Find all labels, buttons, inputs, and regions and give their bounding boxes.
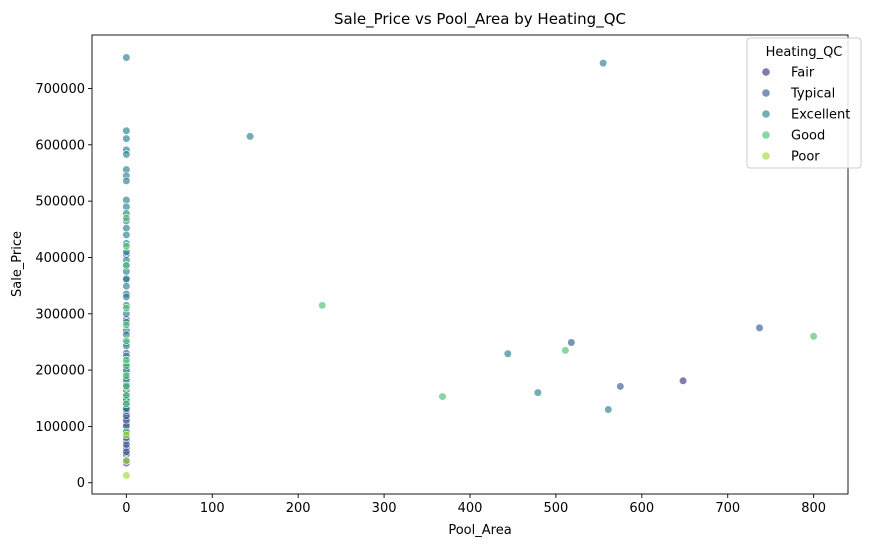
data-point-excellent [122,134,131,143]
x-tick-label: 500 [543,501,568,516]
legend-marker-excellent [762,110,770,118]
y-tick-label: 200000 [35,364,85,379]
x-tick-label: 0 [122,501,130,516]
legend-marker-good [762,131,770,139]
data-point-poor [122,471,131,480]
y-tick-label: 700000 [35,82,85,97]
data-point-poor [122,430,131,439]
legend: Heating_QC Fair Typical Excellent Good Poor [746,37,862,169]
data-point-fair [678,376,688,385]
data-point-excellent [122,150,131,159]
data-point-good [122,336,131,345]
data-point-good [122,371,131,380]
y-tick-label: 300000 [35,307,85,322]
legend-label: Typical [790,87,835,102]
data-point-excellent [533,388,542,397]
legend-marker-fair [762,68,770,76]
data-point-good [318,301,327,310]
legend-label: Poor [791,150,820,165]
legend-label: Good [791,129,825,144]
legend-box [746,37,862,169]
data-point-excellent [122,230,131,240]
data-point-good [122,261,131,270]
legend-title: Heating_QC [766,45,843,60]
data-point-poor [122,456,131,465]
data-point-typical [567,338,576,347]
data-point-excellent [245,132,255,141]
data-point-good [122,399,131,408]
x-tick-label: 600 [629,501,654,516]
data-point-excellent [604,405,613,414]
x-tick-label: 300 [372,501,397,516]
x-tick-label: 200 [286,501,311,516]
data-point-excellent [503,349,512,358]
x-tick-label: 800 [801,501,826,516]
legend-marker-poor [762,152,770,160]
y-tick-label: 500000 [35,195,85,210]
data-point-good [122,242,131,251]
data-point-excellent [122,274,131,283]
data-point-good [122,213,131,223]
data-point-excellent [122,126,131,135]
data-point-excellent [599,59,608,68]
data-point-good [561,346,570,355]
y-tick-label: 600000 [35,138,85,153]
data-point-good [122,391,131,400]
data-point-excellent [122,292,131,301]
data-point-excellent [122,53,131,62]
y-axis: 0 100000 200000 300000 400000 500000 600000 700… [35,82,92,491]
legend-label: Fair [791,66,815,81]
data-point-good [122,320,131,330]
x-tick-label: 700 [715,501,740,516]
legend-label: Excellent [791,108,850,123]
data-points [122,53,818,480]
x-axis: 0 100 200 300 400 500 600 700 800 [122,494,826,516]
data-point-good [438,392,447,401]
chart-title: Sale_Price vs Pool_Area by Heating_QC [334,10,626,29]
y-tick-label: 0 [77,476,85,491]
data-point-good [122,381,131,390]
data-point-excellent [122,282,131,291]
data-point-typical [616,382,625,391]
legend-items: Fair Typical Excellent Good Poor [762,66,850,165]
x-tick-label: 400 [458,501,483,516]
legend-marker-typical [762,89,770,97]
data-point-typical [755,323,764,332]
x-axis-title: Pool_Area [448,523,511,538]
data-point-good [122,355,131,365]
plot-area [91,34,849,495]
y-tick-label: 400000 [35,251,85,266]
x-tick-label: 100 [200,501,225,516]
y-tick-label: 100000 [35,420,85,435]
data-point-good [122,304,131,313]
data-point-typical [122,447,131,456]
data-point-good [809,332,818,341]
data-point-excellent [122,176,131,185]
y-axis-title: Sale_Price [10,231,25,297]
